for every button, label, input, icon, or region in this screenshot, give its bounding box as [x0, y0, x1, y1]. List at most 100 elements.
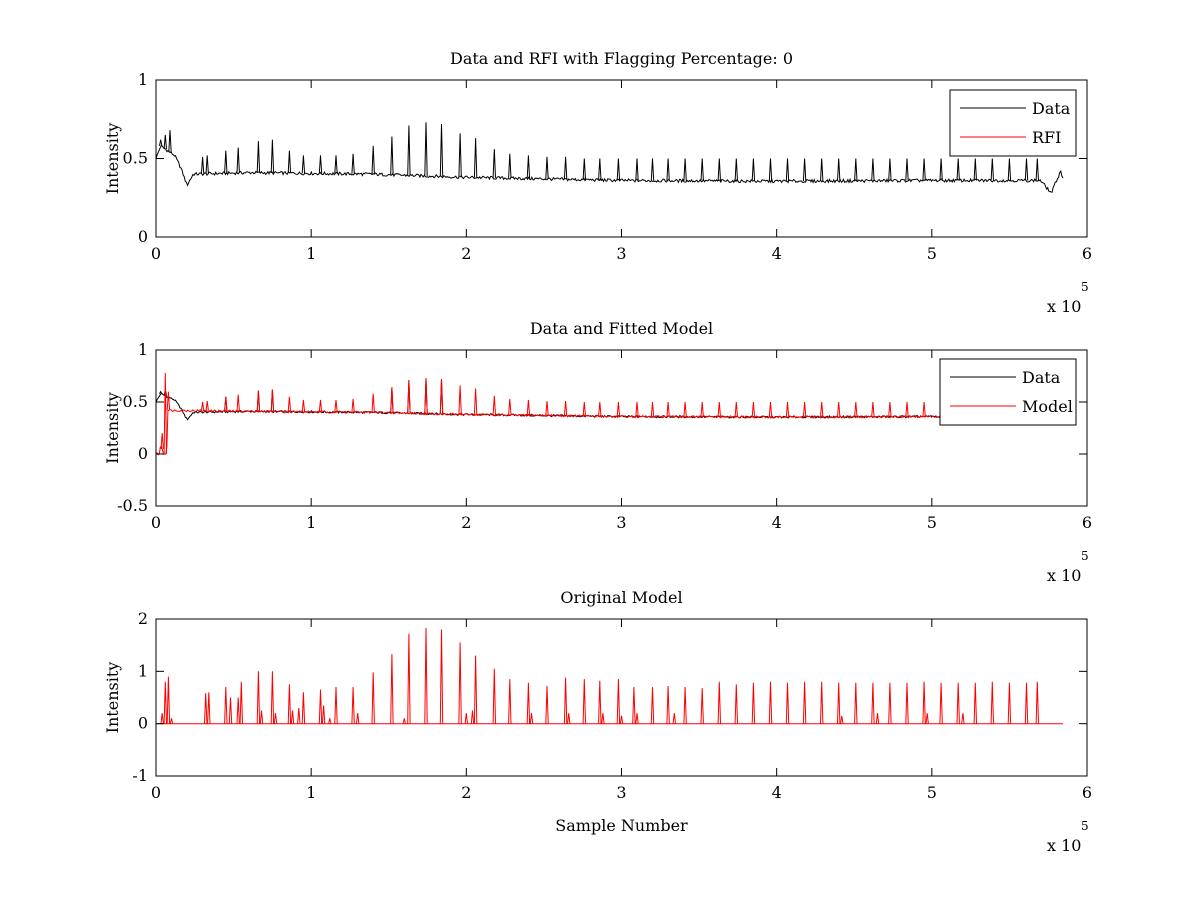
peak-mark: [458, 642, 462, 724]
peak-mark: [905, 401, 909, 417]
x-multiplier-label: x 10: [1047, 836, 1081, 855]
peak-mark: [820, 401, 824, 417]
peak-mark: [939, 158, 943, 181]
peak-mark: [1024, 158, 1029, 181]
legend-box: [949, 89, 1077, 157]
peak-mark: [259, 710, 264, 724]
peak-mark: [473, 138, 478, 178]
peak-mark: [768, 681, 773, 724]
peak-mark: [785, 401, 790, 418]
peak-mark: [837, 682, 841, 724]
peak-mark: [990, 681, 994, 724]
peak-mark: [207, 692, 211, 724]
peak-mark: [768, 401, 773, 418]
peak-mark: [973, 682, 977, 724]
peak-mark: [464, 713, 468, 724]
x-multiplier-label: x 10: [1047, 566, 1081, 585]
x-tick-label: 4: [772, 244, 782, 263]
peak-mark: [351, 686, 355, 724]
peak-mark: [508, 153, 512, 179]
x-tick-label: 3: [616, 783, 626, 802]
peak-mark: [635, 713, 639, 724]
peak-mark: [922, 401, 926, 417]
y-tick-label: -0.5: [117, 496, 148, 515]
peak-mark: [236, 147, 240, 173]
peak-mark: [526, 155, 531, 179]
peak-mark: [632, 686, 636, 724]
x-tick-label: 5: [927, 513, 937, 532]
x-tick-label: 3: [616, 513, 626, 532]
peak-mark: [529, 713, 534, 724]
peak-mark: [492, 668, 496, 724]
peak-mark: [888, 401, 892, 417]
legend-entry: Model: [1022, 397, 1073, 416]
peak-mark: [224, 396, 228, 412]
x-tick-label: 2: [461, 783, 471, 802]
peak-mark: [563, 156, 568, 180]
peak-mark: [563, 677, 568, 724]
peak-mark: [802, 158, 807, 182]
x-multiplier-exponent: 5: [1081, 819, 1089, 833]
peak-mark: [402, 718, 406, 724]
peak-mark: [321, 705, 326, 724]
peak-mark: [582, 401, 586, 417]
peak-mark: [820, 681, 824, 724]
peak-mark: [545, 400, 549, 416]
legend-entry: Data: [1022, 368, 1061, 387]
peak-mark: [439, 379, 444, 414]
x-multiplier-exponent: 5: [1081, 549, 1089, 563]
legend: Data Model: [939, 358, 1077, 426]
x-tick-label: 4: [772, 783, 782, 802]
peak-mark: [318, 689, 323, 724]
peak-mark: [328, 718, 332, 724]
peak-mark: [666, 401, 670, 417]
peak-mark: [1024, 682, 1029, 724]
y-tick-label: 0.5: [123, 392, 148, 411]
y-tick-label: 0.5: [123, 149, 148, 168]
y-tick-label: 1: [138, 340, 148, 359]
peak-mark: [734, 401, 738, 417]
peak-mark: [734, 158, 738, 182]
peak-mark: [961, 713, 965, 724]
y-tick-label: 1: [138, 661, 148, 680]
peak-mark: [492, 395, 496, 415]
peak-mark: [301, 399, 306, 412]
peak-mark: [990, 158, 994, 181]
legend-entry: Data: [1032, 99, 1071, 118]
peak-mark: [492, 149, 496, 178]
peak-mark: [837, 158, 841, 182]
peak-mark: [563, 400, 568, 416]
peak-mark: [700, 688, 704, 724]
peak-mark: [683, 401, 687, 417]
peak-mark: [287, 684, 292, 724]
x-tick-label: 0: [151, 244, 161, 263]
peak-mark: [371, 145, 375, 175]
x-tick-label: 2: [461, 244, 471, 263]
peak-mark: [840, 715, 844, 724]
peak-mark: [169, 718, 174, 724]
peak-mark: [1007, 682, 1012, 724]
peak-mark: [956, 158, 960, 181]
legend: Data RFI: [949, 89, 1077, 157]
peak-mark: [820, 158, 824, 182]
peak-mark: [439, 123, 444, 177]
peak-mark: [270, 139, 275, 173]
peak-mark: [635, 401, 639, 417]
peak-mark: [205, 400, 209, 411]
peak-mark: [616, 679, 621, 724]
peak-mark: [1007, 158, 1012, 181]
peak-mark: [371, 672, 375, 724]
series-group: [156, 122, 1064, 193]
peak-mark: [700, 158, 704, 181]
peak-mark: [785, 682, 790, 724]
peak-mark: [973, 158, 977, 181]
peak-mark: [236, 394, 240, 412]
peak-mark: [582, 679, 586, 724]
peak-mark: [526, 399, 531, 416]
peak-mark: [200, 156, 205, 174]
peak-mark: [925, 713, 929, 724]
x-axis-label: Sample Number: [555, 816, 688, 835]
peak-mark: [545, 156, 549, 180]
